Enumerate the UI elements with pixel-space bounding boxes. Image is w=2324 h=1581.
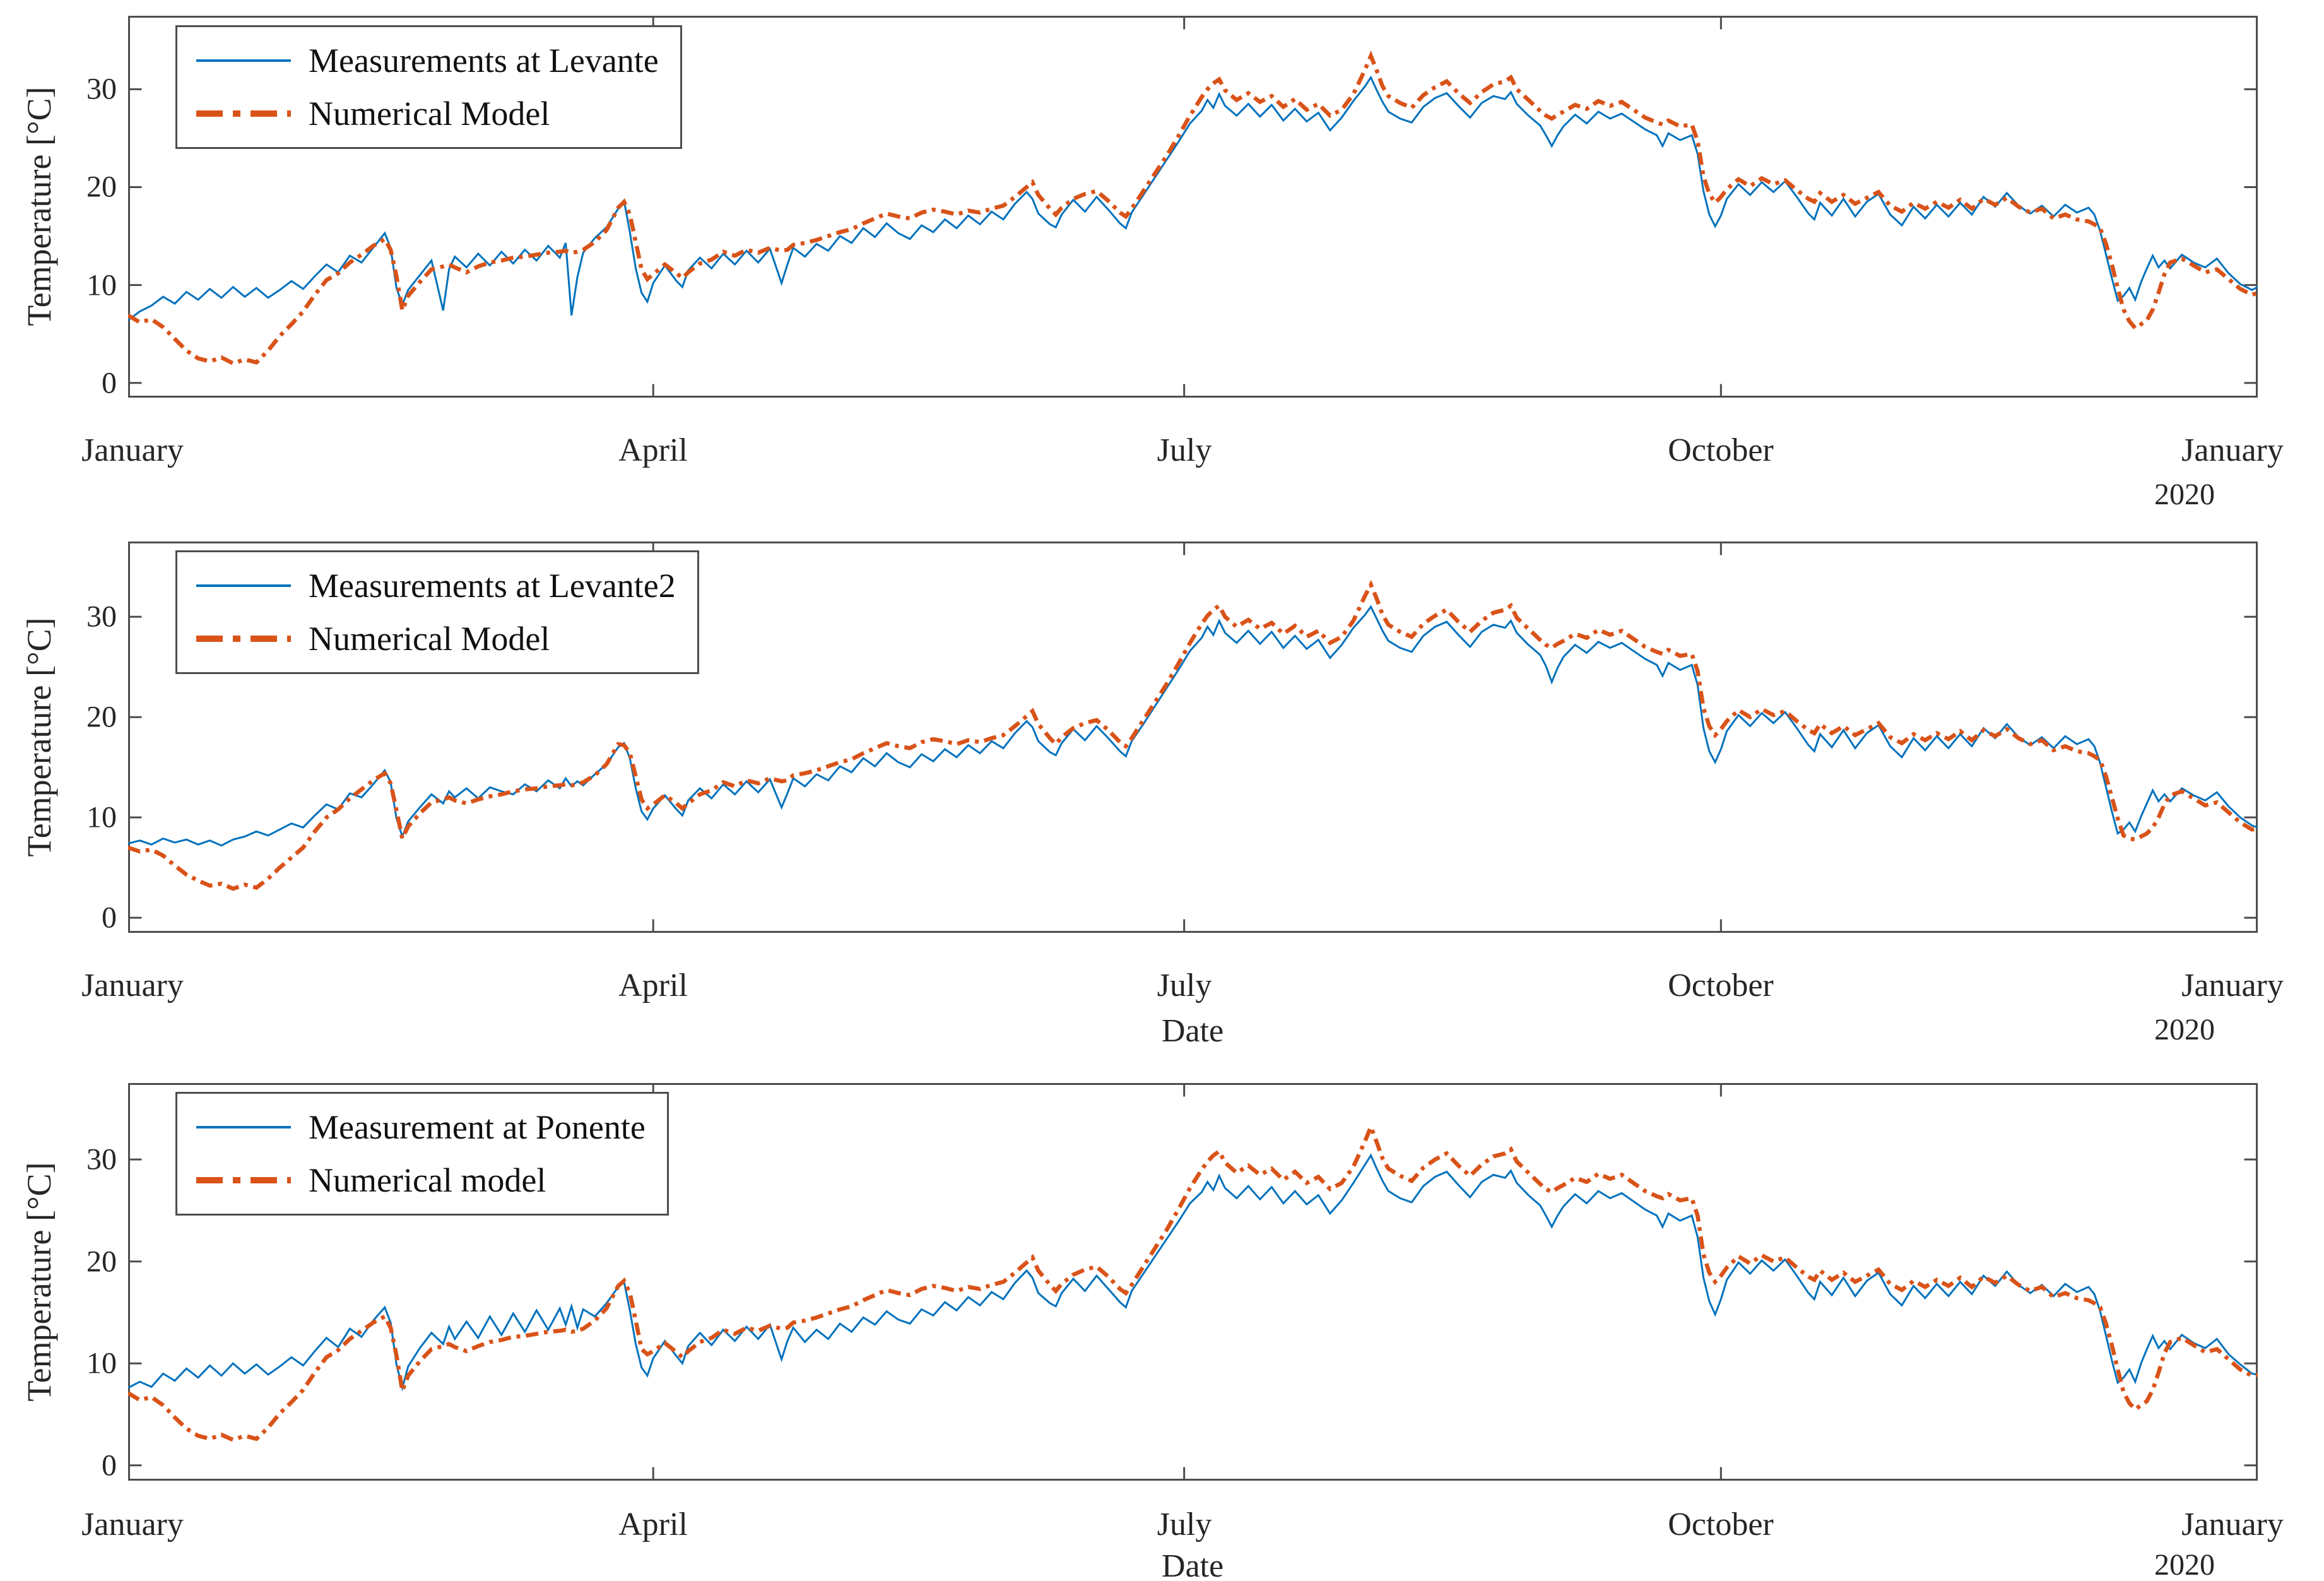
x-axis-label-date: Date — [1161, 1013, 1224, 1049]
x-tick-january: January — [81, 1507, 184, 1543]
ponente-plot-area — [128, 1083, 2258, 1481]
legend-item-measurement: Measurements at Levante — [196, 44, 659, 78]
levante-plot-area — [128, 16, 2258, 398]
measurement-line — [128, 605, 2258, 847]
year-label: 2020 — [2154, 478, 2215, 511]
year-label: 2020 — [2154, 1548, 2215, 1581]
y-tick-20: 20 — [86, 1245, 117, 1279]
y-tick-30: 30 — [86, 1142, 117, 1176]
y-tick-10: 10 — [86, 1346, 117, 1380]
measurement-line — [128, 1153, 2258, 1392]
x-tick-april: April — [618, 432, 688, 468]
x-tick-january: January — [81, 432, 184, 468]
legend-line-model-icon — [196, 110, 291, 117]
x-tick-july: July — [1157, 968, 1212, 1004]
y-tick-0: 0 — [102, 366, 117, 400]
legend-item-measurement: Measurement at Ponente — [196, 1110, 646, 1144]
y-tick-20: 20 — [86, 700, 117, 734]
y-tick-30: 30 — [86, 72, 117, 106]
legend: Measurement at Ponente Numerical model — [175, 1092, 669, 1216]
levante2-plot-area — [128, 542, 2258, 933]
legend-line-model-icon — [196, 636, 291, 642]
x-tick-january-2020: January — [2181, 1507, 2284, 1543]
x-tick-january-2020: January — [2181, 968, 2284, 1004]
legend-label-model: Numerical model — [309, 1161, 546, 1199]
x-tick-october: October — [1668, 432, 1774, 468]
legend-item-model: Numerical model — [196, 1163, 646, 1197]
legend: Measurements at Levante Numerical Model — [175, 25, 682, 149]
x-tick-april: April — [618, 1507, 688, 1543]
x-tick-april: April — [618, 968, 688, 1004]
y-tick-10: 10 — [86, 268, 117, 302]
legend-label-measurement: Measurements at Levante2 — [309, 567, 676, 605]
legend-line-measurement-icon — [196, 584, 291, 587]
legend-line-model-icon — [196, 1177, 291, 1183]
legend-label-model: Numerical Model — [309, 95, 550, 133]
legend-item-model: Numerical Model — [196, 622, 676, 656]
legend-item-measurement: Measurements at Levante2 — [196, 569, 676, 603]
x-tick-july: July — [1157, 1507, 1212, 1543]
x-tick-october: October — [1668, 1507, 1774, 1543]
y-tick-0: 0 — [102, 1448, 117, 1483]
legend: Measurements at Levante2 Numerical Model — [175, 550, 699, 674]
x-tick-october: October — [1668, 968, 1774, 1004]
legend-line-measurement-icon — [196, 1126, 291, 1128]
model-line — [128, 579, 2258, 891]
legend-item-model: Numerical Model — [196, 97, 659, 131]
model-line — [128, 50, 2258, 366]
model-line — [128, 1121, 2258, 1442]
y-tick-20: 20 — [86, 170, 117, 204]
year-label: 2020 — [2154, 1013, 2215, 1046]
x-tick-july: July — [1157, 432, 1212, 468]
y-tick-0: 0 — [102, 901, 117, 935]
legend-line-measurement-icon — [196, 59, 291, 62]
x-tick-january-2020: January — [2181, 432, 2284, 468]
measurement-line — [128, 75, 2258, 321]
y-tick-10: 10 — [86, 800, 117, 834]
y-tick-30: 30 — [86, 600, 117, 634]
x-axis-label-date: Date — [1161, 1548, 1224, 1581]
legend-label-measurement: Measurement at Ponente — [309, 1108, 646, 1146]
legend-label-model: Numerical Model — [309, 620, 550, 658]
legend-label-measurement: Measurements at Levante — [309, 42, 659, 80]
x-tick-january: January — [81, 968, 184, 1004]
